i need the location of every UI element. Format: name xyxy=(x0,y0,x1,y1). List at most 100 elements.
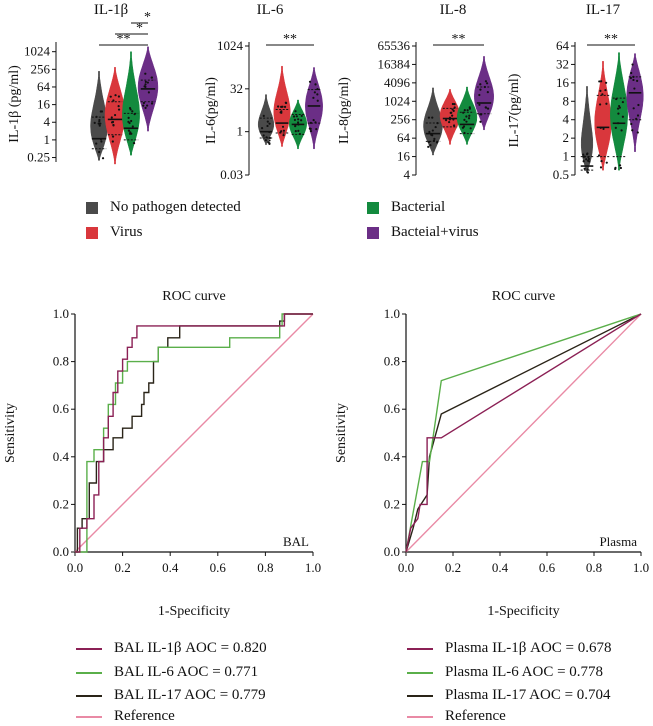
data-point xyxy=(466,109,469,112)
x-tick-label: 0.0 xyxy=(67,560,83,575)
data-point xyxy=(463,131,466,135)
panel-label: BAL xyxy=(283,534,309,549)
data-point xyxy=(312,96,315,99)
data-point xyxy=(583,167,586,170)
data-point xyxy=(279,131,282,134)
data-point xyxy=(484,80,488,83)
data-point xyxy=(277,105,280,108)
data-point xyxy=(451,102,454,106)
x-tick-label: 0.4 xyxy=(492,560,509,575)
data-point xyxy=(316,99,319,102)
data-point xyxy=(308,127,311,130)
y-tick-label: 256 xyxy=(31,61,51,76)
legend-item-bacterial: Bacterial xyxy=(367,198,445,217)
legend-item-bal-il17: BAL IL-17 AOC = 0.779 xyxy=(76,686,266,705)
data-point xyxy=(478,103,481,106)
y-tick-label: 0.8 xyxy=(53,354,69,369)
data-point xyxy=(462,125,466,128)
roc-panel-bal: ROC curve 1-Specificity Sensitivity 0.00.0 0… xyxy=(3,289,321,619)
y-tick-label: 65536 xyxy=(378,38,411,53)
data-point xyxy=(601,93,604,96)
data-point xyxy=(127,116,130,119)
data-point xyxy=(300,119,303,122)
data-point xyxy=(266,120,269,123)
violin-4 xyxy=(305,67,323,150)
data-point xyxy=(635,117,638,120)
data-point xyxy=(144,85,147,88)
y-tick-label: 4 xyxy=(563,112,570,127)
data-point xyxy=(621,115,625,118)
legend-swatch xyxy=(367,201,379,214)
data-point xyxy=(585,158,588,161)
data-point xyxy=(479,88,482,91)
y-tick-label: 1.0 xyxy=(384,306,400,321)
x-tick-label: 0.2 xyxy=(445,560,461,575)
data-point xyxy=(268,136,272,140)
y-tick-label: 64 xyxy=(37,79,51,94)
legend-item-bal-reference: Reference xyxy=(76,707,175,726)
legend-item-plasma-il6: Plasma IL-6 AOC = 0.778 xyxy=(407,663,603,682)
legend-label: BAL IL-17 AOC = 0.779 xyxy=(114,687,266,703)
data-point xyxy=(109,95,112,98)
legend-line xyxy=(407,694,433,697)
legend-item-no-pathogen: No pathogen detected xyxy=(86,198,241,217)
y-tick-label: 0.0 xyxy=(384,544,400,559)
data-point xyxy=(604,88,607,92)
y-axis-label: IL-1β (pg/ml) xyxy=(7,65,22,143)
violin-4 xyxy=(474,56,494,131)
roc-title: ROC curve xyxy=(492,289,555,304)
data-point xyxy=(451,114,454,117)
y-axis-label: Sensitivity xyxy=(334,403,349,463)
data-point xyxy=(463,109,466,112)
y-tick-label: 1 xyxy=(237,124,244,139)
significance-label: ** xyxy=(604,32,618,47)
data-point xyxy=(127,129,131,132)
y-tick-label: 4096 xyxy=(384,75,411,90)
y-tick-label: 0.25 xyxy=(27,150,50,165)
data-point xyxy=(633,87,636,90)
legend-label: Plasma IL-1β AOC = 0.678 xyxy=(445,640,612,656)
data-point xyxy=(93,121,96,124)
data-point xyxy=(427,140,431,144)
data-point xyxy=(599,89,602,92)
data-point xyxy=(112,124,115,127)
x-tick-label: 1.0 xyxy=(305,560,321,575)
roc-title: ROC curve xyxy=(162,289,225,304)
data-point xyxy=(114,94,117,97)
data-point xyxy=(582,160,585,163)
data-point xyxy=(618,106,621,109)
data-point xyxy=(586,171,590,174)
data-point xyxy=(150,102,154,105)
data-point xyxy=(586,159,590,162)
data-point xyxy=(99,110,102,113)
y-tick-label: 256 xyxy=(391,112,411,127)
y-tick-label: 0.6 xyxy=(384,401,401,416)
significance-label: * xyxy=(144,10,151,25)
data-point xyxy=(468,114,471,117)
data-point xyxy=(430,133,433,136)
panel-title: IL-6 xyxy=(257,2,284,18)
data-point xyxy=(632,78,635,82)
data-point xyxy=(598,103,602,106)
x-tick-label: 0.4 xyxy=(162,560,179,575)
legend-item-bal-il1b: BAL IL-1β AOC = 0.820 xyxy=(76,639,267,658)
data-point xyxy=(465,115,468,118)
y-tick-label: 0.2 xyxy=(384,496,400,511)
data-point xyxy=(427,145,430,148)
data-point xyxy=(98,150,101,154)
x-axis-label: 1-Specificity xyxy=(158,604,230,619)
data-point xyxy=(298,132,301,136)
data-point xyxy=(448,120,451,124)
data-point xyxy=(268,130,271,134)
data-point xyxy=(431,116,434,119)
data-point xyxy=(614,166,617,169)
data-point xyxy=(281,105,284,108)
legend-line xyxy=(407,671,433,674)
data-point xyxy=(100,140,103,143)
significance-label: ** xyxy=(452,32,466,47)
data-point xyxy=(478,93,481,97)
data-point xyxy=(462,111,465,114)
y-tick-label: 0.4 xyxy=(384,449,401,464)
data-point xyxy=(128,121,131,125)
data-point xyxy=(452,118,455,121)
